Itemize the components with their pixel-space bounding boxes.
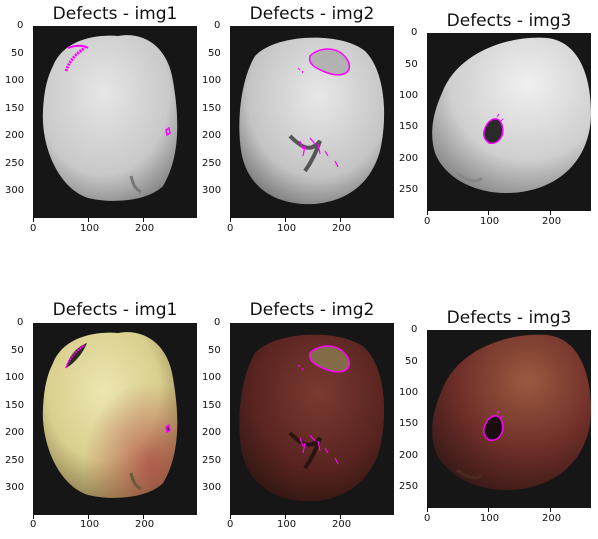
y-tick-label: 50 (405, 356, 418, 367)
y-tick-label: 0 (214, 20, 221, 31)
apple-image-color-1 (33, 323, 197, 515)
apple-image-color-3 (427, 330, 591, 508)
y-tick-label: 100 (202, 372, 222, 383)
y-tick-label: 250 (202, 158, 222, 169)
y-tick-label: 100 (202, 75, 222, 86)
apple-image-color-2 (230, 323, 394, 515)
y-tick-label: 150 (5, 400, 25, 411)
y-tick-label: 300 (202, 482, 222, 493)
y-tick-label: 200 (5, 130, 25, 141)
x-tick-label: 0 (424, 513, 431, 524)
apple-image-gray-3 (427, 33, 591, 211)
y-tick-label: 100 (399, 90, 419, 101)
x-tick-label: 200 (542, 216, 562, 227)
panel-title: Defects - img3 (446, 11, 572, 31)
y-tick-label: 0 (17, 317, 24, 328)
y-tick-label: 0 (411, 324, 418, 335)
y-tick-label: 300 (202, 185, 222, 196)
y-tick-label: 250 (399, 481, 419, 492)
x-tick-label: 100 (480, 513, 500, 524)
y-tick-label: 250 (5, 158, 25, 169)
x-tick-label: 100 (80, 519, 100, 530)
y-tick-label: 150 (399, 418, 419, 429)
y-tick-label: 150 (202, 400, 222, 411)
y-tick-label: 200 (202, 130, 222, 141)
panel-title: Defects - img2 (249, 300, 375, 320)
x-tick-label: 100 (80, 223, 100, 234)
y-tick-label: 0 (17, 20, 24, 31)
x-tick-label: 0 (424, 216, 431, 227)
x-tick-label: 100 (277, 519, 297, 530)
x-tick-label: 200 (135, 519, 155, 530)
x-tick-label: 200 (135, 223, 155, 234)
apple-image-gray-2 (230, 26, 394, 218)
x-tick-label: 100 (277, 223, 297, 234)
panel-title: Defects - img3 (446, 308, 572, 328)
y-tick-label: 200 (399, 153, 419, 164)
y-tick-label: 50 (208, 48, 221, 59)
y-tick-label: 50 (405, 59, 418, 70)
y-tick-label: 300 (5, 482, 25, 493)
x-tick-label: 0 (227, 223, 234, 234)
y-tick-label: 200 (202, 427, 222, 438)
y-tick-label: 50 (11, 48, 24, 59)
x-tick-label: 200 (542, 513, 562, 524)
x-tick-label: 0 (30, 223, 37, 234)
y-tick-label: 150 (202, 103, 222, 114)
y-tick-label: 300 (5, 185, 25, 196)
y-tick-label: 100 (5, 372, 25, 383)
panel-title: Defects - img1 (52, 300, 178, 320)
y-tick-label: 50 (208, 345, 221, 356)
y-tick-label: 250 (202, 455, 222, 466)
y-tick-label: 100 (5, 75, 25, 86)
apple-image-gray-1 (33, 26, 197, 218)
panel-title: Defects - img1 (52, 4, 178, 24)
x-tick-label: 0 (227, 519, 234, 530)
y-tick-label: 200 (399, 450, 419, 461)
x-tick-label: 200 (332, 223, 352, 234)
y-tick-label: 250 (399, 184, 419, 195)
y-tick-label: 0 (214, 317, 221, 328)
y-tick-label: 0 (411, 27, 418, 38)
x-tick-label: 200 (332, 519, 352, 530)
y-tick-label: 250 (5, 455, 25, 466)
x-tick-label: 0 (30, 519, 37, 530)
y-tick-label: 100 (399, 387, 419, 398)
y-tick-label: 200 (5, 427, 25, 438)
y-tick-label: 150 (399, 121, 419, 132)
panel-title: Defects - img2 (249, 4, 375, 24)
y-tick-label: 50 (11, 345, 24, 356)
x-tick-label: 100 (480, 216, 500, 227)
y-tick-label: 150 (5, 103, 25, 114)
